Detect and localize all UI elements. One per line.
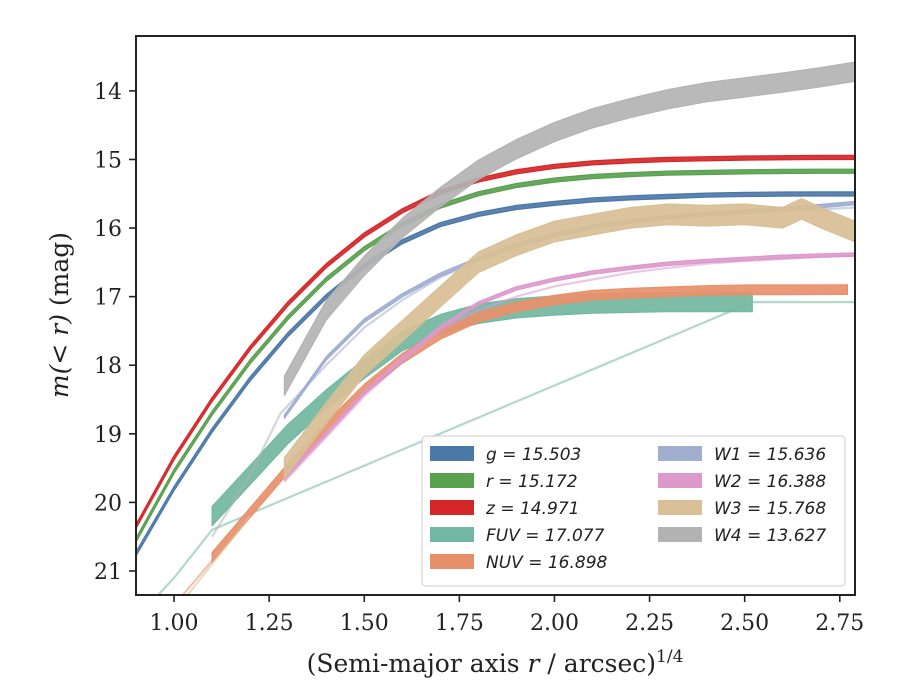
y-tick-label: 19 <box>94 423 122 448</box>
x-axis-ticks: 1.00 1.25 1.50 1.75 2.00 2.25 2.50 2.75 <box>150 595 864 636</box>
x-axis-label-variable: r <box>528 649 542 678</box>
series-layer <box>136 61 855 595</box>
y-axis-label-main: m(< r) <box>45 314 74 398</box>
legend-label-w2: W2 = 16.388 <box>714 472 826 492</box>
series-w3-faint-line <box>186 515 251 595</box>
x-axis-label-rest: / arcsec) <box>539 649 656 678</box>
legend-label-z: z = 14.971 <box>485 499 579 519</box>
x-tick-label: 1.50 <box>340 611 389 636</box>
x-tick-label: 2.50 <box>720 611 769 636</box>
series-w4-faint-line <box>211 412 282 538</box>
y-tick-label: 20 <box>94 491 122 516</box>
legend-box <box>421 435 846 587</box>
y-axis-label: m(< r) (mag) <box>45 232 74 398</box>
legend-swatch-nuv <box>430 554 474 569</box>
x-tick-label: 2.75 <box>815 611 864 636</box>
series-z <box>136 154 855 530</box>
legend-label-w4: W4 = 13.627 <box>714 526 826 546</box>
x-axis-label: (Semi-major axis r / arcsec)1/4 <box>307 647 684 678</box>
legend-swatch-w3 <box>658 500 702 515</box>
legend-label-g: g = 15.503 <box>486 445 581 465</box>
legend-swatch-w1 <box>658 446 702 461</box>
legend-swatch-w2 <box>658 473 702 488</box>
legend-label-fuv: FUV = 17.077 <box>486 526 605 546</box>
y-tick-label: 17 <box>94 286 122 311</box>
y-tick-label: 16 <box>94 217 122 242</box>
series-fuv-faint-line <box>156 301 855 595</box>
series-w2 <box>283 252 855 483</box>
legend-swatch-r <box>430 473 474 488</box>
series-z-band <box>136 154 855 530</box>
legend-swatch-g <box>430 446 474 461</box>
series-w3 <box>186 198 855 595</box>
y-tick-label: 21 <box>94 560 122 585</box>
legend-label-nuv: NUV = 16.898 <box>486 553 608 573</box>
legend: g = 15.503 r = 15.172 z = 14.971 FUV = 17.0… <box>421 435 846 587</box>
x-tick-label: 1.75 <box>435 611 484 636</box>
series-w3-band <box>283 198 855 479</box>
y-axis-label-unit: (mag) <box>45 232 74 314</box>
legend-label-r: r = 15.172 <box>486 472 578 492</box>
series-w2-band <box>283 252 855 481</box>
series-nuv-faint-line <box>181 559 213 595</box>
x-tick-label: 1.00 <box>150 611 199 636</box>
series-w4 <box>211 61 855 538</box>
y-tick-label: 15 <box>94 148 122 173</box>
legend-label-w3: W3 = 15.768 <box>714 499 826 519</box>
x-tick-label: 1.25 <box>245 611 294 636</box>
x-tick-label: 2.25 <box>625 611 674 636</box>
y-tick-label: 18 <box>94 354 122 379</box>
plot-frame <box>135 35 856 596</box>
legend-swatch-w4 <box>658 527 702 542</box>
x-axis-label-main: (Semi-major axis <box>307 649 528 678</box>
legend-swatch-z <box>430 500 474 515</box>
x-axis-label-exponent: 1/4 <box>656 647 683 667</box>
y-axis-ticks: 14 15 16 17 18 19 20 21 <box>94 80 136 585</box>
x-tick-label: 2.00 <box>530 611 579 636</box>
series-w4-band <box>283 61 855 396</box>
y-tick-label: 14 <box>94 80 122 105</box>
legend-label-w1: W1 = 15.636 <box>714 445 826 465</box>
legend-swatch-fuv <box>430 527 474 542</box>
